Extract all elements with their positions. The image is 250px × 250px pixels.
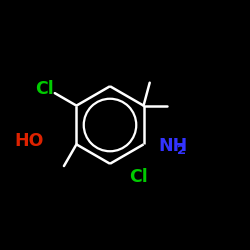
Text: Cl: Cl — [129, 168, 148, 186]
Text: HO: HO — [14, 132, 44, 150]
Text: NH: NH — [159, 137, 188, 155]
Text: 2: 2 — [177, 144, 186, 157]
Text: Cl: Cl — [35, 80, 54, 98]
